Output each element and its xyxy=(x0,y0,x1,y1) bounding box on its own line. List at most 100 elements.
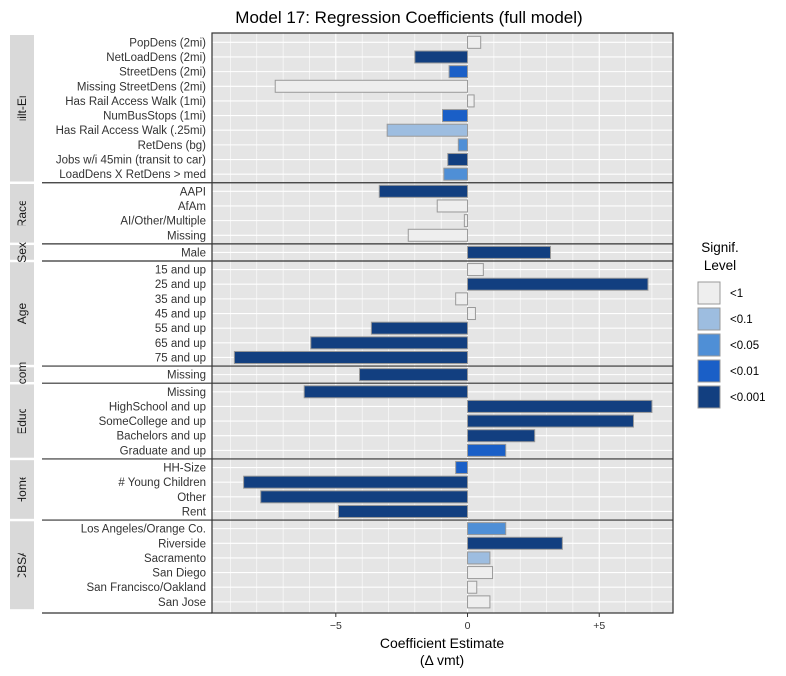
bar xyxy=(447,153,469,167)
bar xyxy=(378,184,469,198)
panel-border xyxy=(211,32,674,614)
row-label: 75 and up xyxy=(155,352,206,364)
row-label: San Francisco/Oakland xyxy=(86,582,206,594)
facet-strip-label: Sex xyxy=(15,242,29,263)
facet-strip-label: Educ xyxy=(15,407,29,434)
bar xyxy=(467,245,552,259)
legend-label: <1 xyxy=(730,288,743,300)
row-label: San Jose xyxy=(158,597,206,609)
group-separators xyxy=(42,32,674,614)
row-label: HighSchool and up xyxy=(109,401,206,413)
row-label: Missing xyxy=(167,387,206,399)
row-label: StreetDens (2mi) xyxy=(119,67,206,79)
bar xyxy=(370,321,469,335)
facet-strip xyxy=(10,460,34,519)
row-label: Rent xyxy=(182,506,207,518)
bars xyxy=(233,35,653,609)
facet-strips: Built-Env. Race Sex Age Income Educ Home CBSA xyxy=(10,35,34,610)
facet-strip xyxy=(10,262,34,365)
bar xyxy=(455,292,469,306)
row-label: LoadDens X RetDens > med xyxy=(59,169,206,181)
bar xyxy=(442,109,469,123)
legend-title-line2: Level xyxy=(704,258,736,273)
row-label: Has Rail Access Walk (.25mi) xyxy=(56,125,207,137)
row-label: Male xyxy=(181,247,206,259)
row-label: 65 and up xyxy=(155,338,206,350)
bar xyxy=(467,536,563,550)
row-label: 25 and up xyxy=(155,279,206,291)
x-tick-label: 0 xyxy=(465,620,471,632)
row-label: HH-Size xyxy=(163,463,206,475)
row-label: Sacramento xyxy=(144,553,206,565)
bar xyxy=(243,475,469,489)
facet-strip xyxy=(10,367,34,382)
bar xyxy=(467,551,491,565)
x-axis-title: Coefficient Estimate xyxy=(380,635,504,651)
row-label: Los Angeles/Orange Co. xyxy=(81,524,206,536)
bar xyxy=(260,490,469,504)
bar xyxy=(457,138,469,152)
bar xyxy=(448,65,469,79)
row-label: NetLoadDens (2mi) xyxy=(106,52,206,64)
legend-swatch xyxy=(697,359,721,383)
bar xyxy=(233,350,469,364)
row-label: Missing StreetDens (2mi) xyxy=(77,81,206,93)
legend-label: <0.01 xyxy=(730,366,759,378)
bar xyxy=(467,263,484,277)
row-label: # Young Children xyxy=(118,477,206,489)
bar xyxy=(414,50,469,64)
row-label: San Diego xyxy=(152,568,206,580)
row-label: 55 and up xyxy=(155,323,206,335)
row-label: 35 and up xyxy=(155,294,206,306)
bar xyxy=(463,214,469,228)
legend-label: <0.1 xyxy=(730,314,753,326)
bar xyxy=(467,580,478,594)
bar xyxy=(407,228,469,242)
legend-label: <0.001 xyxy=(730,392,766,404)
bar xyxy=(467,399,653,413)
chart-title: Model 17: Regression Coefficients (full … xyxy=(235,8,582,27)
legend-label: <0.05 xyxy=(730,340,759,352)
row-label: PopDens (2mi) xyxy=(129,37,206,49)
row-label: Missing xyxy=(167,230,206,242)
row-label: AI/Other/Multiple xyxy=(120,216,206,228)
bar xyxy=(467,443,507,457)
bar xyxy=(359,368,469,382)
facet-strip xyxy=(10,521,34,610)
bar xyxy=(310,336,469,350)
row-label: Has Rail Access Walk (1mi) xyxy=(65,96,206,108)
x-tick-label: −5 xyxy=(330,620,342,632)
bar xyxy=(467,429,536,443)
row-label: Jobs w/i 45min (transit to car) xyxy=(56,155,206,167)
legend-swatch xyxy=(697,385,721,409)
facet-strip xyxy=(10,184,34,243)
row-label: Bachelors and up xyxy=(116,431,206,443)
bar xyxy=(443,167,469,181)
legend-swatch xyxy=(697,307,721,331)
bar xyxy=(467,522,507,536)
row-label: Graduate and up xyxy=(120,445,206,457)
row-label: AAPI xyxy=(180,186,206,198)
facet-strip xyxy=(10,245,34,260)
bar xyxy=(467,595,491,609)
bar xyxy=(467,277,649,291)
row-label: Riverside xyxy=(158,538,206,550)
row-label: RetDens (bg) xyxy=(138,140,207,152)
row-label: NumBusStops (1mi) xyxy=(103,111,206,123)
legend-title-line1: Signif. xyxy=(701,240,739,255)
bar xyxy=(467,566,494,580)
row-label: Other xyxy=(177,492,206,504)
facet-strip-label: Income xyxy=(15,355,29,395)
bar xyxy=(467,94,475,108)
row-labels: PopDens (2mi) NetLoadDens (2mi) StreetDens… xyxy=(56,37,207,609)
row-label: SomeCollege and up xyxy=(99,416,206,428)
legend-swatch xyxy=(697,281,721,305)
facet-strip-label: Built-Env. xyxy=(15,83,29,133)
facet-strip-label: CBSA xyxy=(15,549,29,582)
x-axis: −5 0 +5 xyxy=(330,613,605,632)
row-label: AfAm xyxy=(178,201,206,213)
facet-strip-label: Race xyxy=(15,199,29,227)
row-label: 45 and up xyxy=(155,309,206,321)
bar xyxy=(467,414,634,428)
